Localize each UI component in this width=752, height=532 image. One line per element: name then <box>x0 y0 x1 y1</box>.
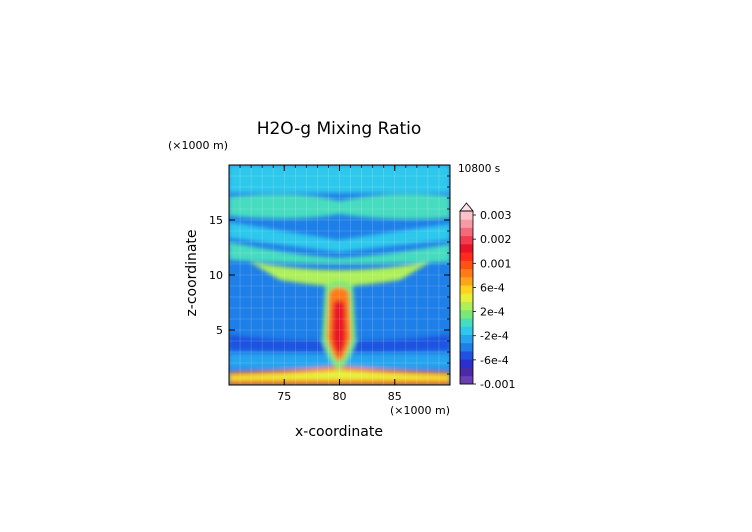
contour-plot-area <box>229 165 450 385</box>
colorbar-label: 6e-4 <box>480 281 505 294</box>
colorbar-label: 0.002 <box>480 233 512 246</box>
colorbar-swatch <box>460 309 473 319</box>
x-tick-label: 80 <box>333 390 347 403</box>
y-axis-label: z-coordinate <box>184 229 200 316</box>
colorbar-overflow-triangle <box>459 202 474 212</box>
y-tick-label: 10 <box>209 269 223 282</box>
colorbar-swatch <box>460 227 473 237</box>
x-tick-label: 75 <box>277 390 291 403</box>
time-label: 10800 s <box>458 163 500 175</box>
colorbar-swatch <box>460 243 473 253</box>
surface-yellow <box>229 370 450 380</box>
x-unit-label: (×1000 m) <box>390 404 450 417</box>
colorbar-swatch <box>460 260 473 270</box>
colorbar-swatch <box>460 235 473 245</box>
anvil-yellow-green <box>250 262 430 286</box>
colorbar-label: -0.001 <box>480 378 515 391</box>
plume-red <box>332 300 346 356</box>
colorbar-swatch <box>460 342 473 352</box>
band-cyan-mid <box>229 222 450 252</box>
grid-lines <box>229 165 450 385</box>
colorbar-swatch <box>460 375 473 385</box>
band-green-upper <box>229 193 450 220</box>
band-green-mid <box>229 242 450 264</box>
y-axis: 5 10 15 <box>209 164 450 386</box>
colorbar-swatch <box>460 326 473 335</box>
y-unit-label: (×1000 m) <box>168 139 228 152</box>
colorbar-swatch <box>460 252 473 261</box>
colorbar: 0.003 0.002 0.001 6e-4 2e-4 -2e-4 -6e-4 -0.001 <box>459 202 515 391</box>
colorbar-swatch <box>460 219 473 228</box>
colorbar-label: -2e-4 <box>480 330 509 343</box>
y-tick-label: 5 <box>216 324 223 337</box>
x-axis-label: x-coordinate <box>295 424 383 440</box>
colorbar-label: 2e-4 <box>480 306 505 319</box>
colorbar-swatch <box>460 211 473 220</box>
colorbar-frame <box>459 210 474 385</box>
colorbar-swatch <box>460 301 473 311</box>
colorbar-label: -6e-4 <box>480 354 509 367</box>
colorbar-label: 0.003 <box>480 209 512 222</box>
colorbar-swatch <box>460 334 473 344</box>
colorbar-swatch <box>460 359 473 368</box>
colorbar-swatch <box>460 351 473 360</box>
colorbar-label: 0.001 <box>480 257 512 270</box>
colorbar-swatch <box>460 367 473 377</box>
colorbar-swatch <box>460 268 473 278</box>
colorbar-swatch <box>460 276 473 286</box>
colorbar-swatch <box>460 318 473 327</box>
y-tick-label: 15 <box>209 214 223 227</box>
x-axis: 75 80 85 <box>228 165 451 403</box>
colorbar-swatch <box>460 285 473 294</box>
chart-title: H2O-g Mixing Ratio <box>257 119 422 139</box>
x-tick-label: 85 <box>388 390 402 403</box>
colorbar-swatch <box>460 293 473 303</box>
